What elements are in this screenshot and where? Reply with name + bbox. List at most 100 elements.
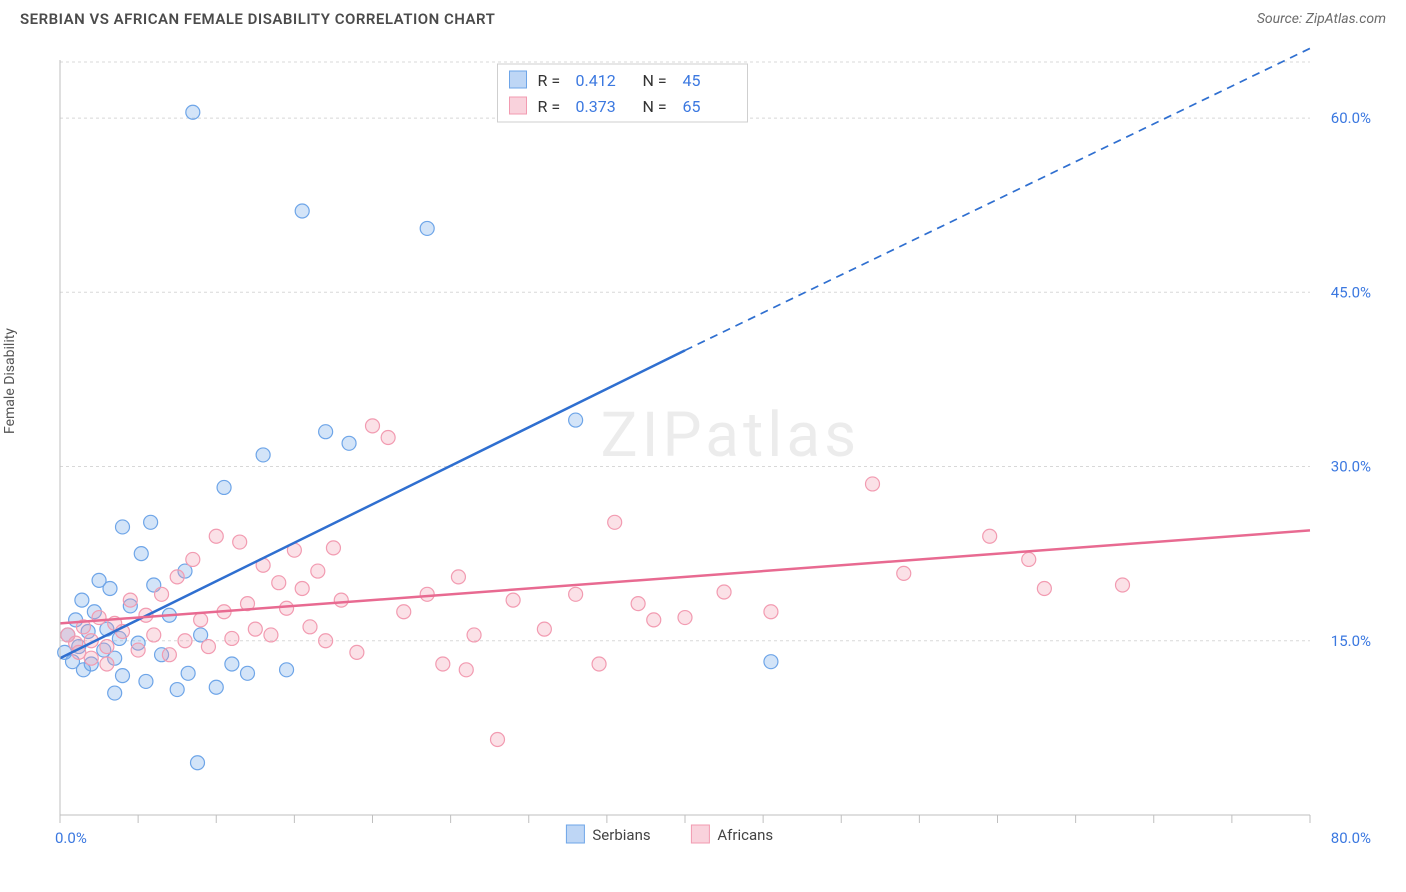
data-point [326, 541, 340, 555]
data-point [303, 620, 317, 634]
data-point [350, 645, 364, 659]
data-point [116, 520, 130, 534]
legend-r-value: 0.373 [576, 97, 616, 116]
data-point [123, 593, 137, 607]
data-point [764, 655, 778, 669]
y-tick-label: 15.0% [1331, 632, 1371, 650]
data-point [319, 425, 333, 439]
data-point [103, 582, 117, 596]
data-point [217, 480, 231, 494]
y-tick-label: 45.0% [1331, 283, 1371, 301]
data-point [209, 680, 223, 694]
stat-legend [498, 64, 748, 122]
trend-line [60, 350, 685, 658]
data-point [420, 587, 434, 601]
data-point [280, 601, 294, 615]
data-point [537, 622, 551, 636]
legend-r-value: 0.412 [576, 71, 616, 90]
data-point [647, 613, 661, 627]
chart-title: SERBIAN VS AFRICAN FEMALE DISABILITY COR… [20, 10, 495, 28]
data-point [280, 663, 294, 677]
legend-n-value: 45 [683, 71, 701, 90]
data-point [191, 756, 205, 770]
data-point [233, 535, 247, 549]
legend-swatch [510, 71, 527, 88]
data-point [225, 657, 239, 671]
trend-line [60, 530, 1310, 623]
data-point [678, 611, 692, 625]
x-axis-max-label: 80.0% [1331, 829, 1371, 847]
chart-container: Female Disability 15.0%30.0%45.0%60.0%ZI… [20, 40, 1386, 872]
data-point [170, 570, 184, 584]
legend-series-label: Serbians [592, 826, 650, 844]
data-point [311, 564, 325, 578]
legend-r-label: R = [538, 97, 561, 116]
data-point [366, 419, 380, 433]
y-tick-label: 30.0% [1331, 458, 1371, 476]
scatter-chart: 15.0% 30.0% 45.0% 60.0% ZIPatlas 0.0% 80.0% R =… [20, 40, 1386, 872]
legend-n-value: 65 [683, 97, 701, 116]
legend-r-label: R = [538, 71, 561, 90]
data-point [764, 605, 778, 619]
data-point [186, 105, 200, 119]
data-point [397, 605, 411, 619]
trend-line-extrapolated [685, 48, 1310, 350]
legend-swatch [510, 97, 527, 114]
data-point [592, 657, 606, 671]
data-point [491, 733, 505, 747]
data-point [436, 657, 450, 671]
x-axis-min-label: 0.0% [55, 829, 87, 847]
legend-swatch [691, 825, 709, 843]
data-point [241, 666, 255, 680]
data-point [631, 597, 645, 611]
data-point [272, 576, 286, 590]
data-point [162, 648, 176, 662]
watermark: ZIPatlas [601, 399, 861, 472]
data-point [181, 666, 195, 680]
data-point [194, 613, 208, 627]
data-point [1116, 578, 1130, 592]
data-point [92, 611, 106, 625]
legend-n-label: N = [643, 97, 667, 116]
data-point [139, 674, 153, 688]
data-point [459, 663, 473, 677]
legend-n-label: N = [643, 71, 667, 90]
data-point [186, 552, 200, 566]
data-point [342, 436, 356, 450]
data-point [983, 529, 997, 543]
data-point [84, 651, 98, 665]
data-point [108, 686, 122, 700]
data-point [334, 593, 348, 607]
data-point [170, 683, 184, 697]
data-point [209, 529, 223, 543]
data-point [717, 585, 731, 599]
data-point [248, 622, 262, 636]
data-point [420, 221, 434, 235]
y-tick-label: 60.0% [1331, 109, 1371, 127]
data-point [264, 628, 278, 642]
data-point [225, 631, 239, 645]
data-point [451, 570, 465, 584]
source-attribution: Source: ZipAtlas.com [1257, 11, 1386, 27]
data-point [131, 643, 145, 657]
legend-series-label: Africans [717, 826, 773, 844]
data-point [155, 587, 169, 601]
data-point [569, 413, 583, 427]
data-point [608, 515, 622, 529]
data-point [295, 204, 309, 218]
data-point [75, 593, 89, 607]
data-point [201, 640, 215, 654]
data-point [1037, 582, 1051, 596]
data-point [319, 634, 333, 648]
data-point [295, 582, 309, 596]
data-point [381, 431, 395, 445]
data-point [467, 628, 481, 642]
data-point [116, 669, 130, 683]
data-point [144, 515, 158, 529]
data-point [1022, 552, 1036, 566]
data-point [897, 566, 911, 580]
legend-swatch [566, 825, 584, 843]
data-point [147, 628, 161, 642]
data-point [866, 477, 880, 491]
data-point [256, 448, 270, 462]
